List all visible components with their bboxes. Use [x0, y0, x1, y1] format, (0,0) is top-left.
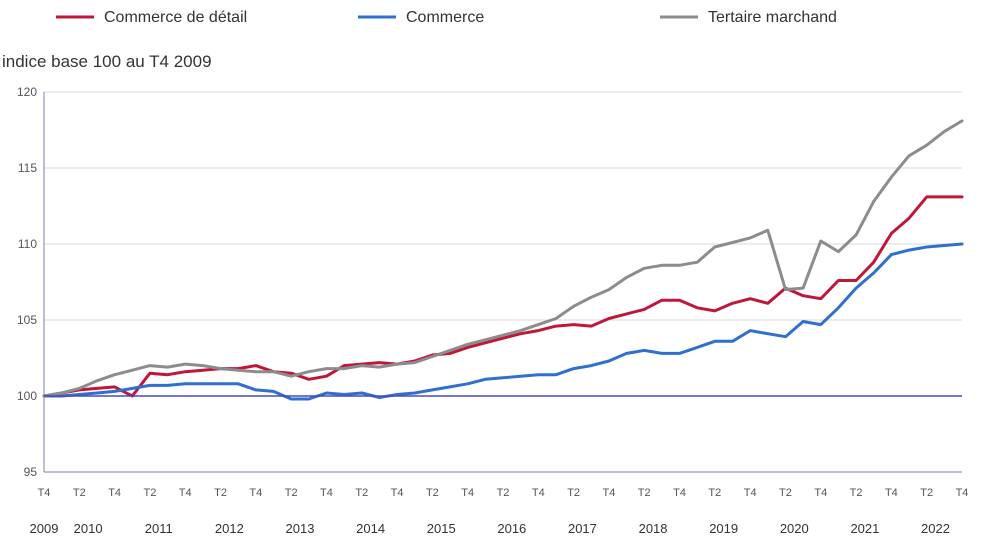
x-tick-label: T4: [532, 487, 545, 499]
legend: Commerce de détail Commerce Tertaire march…: [56, 9, 837, 26]
x-tick-label: T2: [850, 487, 863, 499]
year-label: 2020: [780, 521, 809, 536]
year-label: 2014: [356, 521, 385, 536]
legend-item: Tertaire marchand: [660, 9, 837, 26]
x-tick-label: T2: [497, 487, 510, 499]
legend-label: Commerce: [406, 9, 484, 26]
x-tick-label: T4: [461, 487, 474, 499]
legend-label: Commerce de détail: [104, 9, 247, 26]
y-tick-label: 95: [24, 465, 38, 479]
series-line-commerce-de-d-tail: [42, 195, 964, 398]
y-axis-ticks: 95 100 105 110 115 120: [17, 85, 37, 479]
x-tick-label: T4: [603, 487, 616, 499]
y-tick-label: 120: [17, 85, 37, 99]
y-tick-label: 105: [17, 313, 37, 327]
x-tick-label: T2: [567, 487, 580, 499]
year-label: 2017: [568, 521, 597, 536]
x-tick-label: T4: [885, 487, 898, 499]
x-tick-label: T4: [956, 487, 969, 499]
x-tick-label: T4: [744, 487, 757, 499]
x-tick-label: T4: [673, 487, 686, 499]
x-tick-label: T4: [249, 487, 262, 499]
x-tick-label: T2: [285, 487, 298, 499]
y-tick-label: 110: [18, 237, 37, 251]
x-tick-label: T2: [920, 487, 933, 499]
x-tick-label: T4: [814, 487, 827, 499]
x-tick-label: T2: [779, 487, 792, 499]
x-axis-year-labels: 2009 2010 2011 2012 2013 2014 2015 2016 2017 2018…: [30, 521, 950, 536]
year-label: 2011: [145, 521, 173, 536]
year-label: 2015: [427, 521, 456, 536]
year-label: 2010: [74, 521, 103, 536]
x-tick-label: T2: [426, 487, 439, 499]
series-lines: [42, 119, 964, 401]
x-tick-label: T4: [391, 487, 404, 499]
x-tick-label: T4: [38, 487, 51, 499]
y-tick-label: 100: [17, 389, 37, 403]
year-label: 2013: [286, 521, 315, 536]
year-label: 2009: [30, 521, 59, 536]
year-label: 2018: [639, 521, 668, 536]
year-label: 2012: [215, 521, 244, 536]
x-axis-quarter-ticks: T4 T2 T4 T2 T4 T2 T4 T2 T4 T2 T4 T2 T4 T2 T4 T2 T4 T2 T4 T2…: [38, 487, 969, 499]
x-tick-label: T2: [355, 487, 368, 499]
series-line-commerce: [42, 242, 964, 401]
legend-item: Commerce: [358, 9, 484, 26]
x-tick-label: T2: [73, 487, 86, 499]
y-tick-label: 115: [18, 161, 37, 175]
x-tick-label: T2: [638, 487, 651, 499]
x-tick-label: T4: [108, 487, 121, 499]
series-line-tertaire-marchand: [42, 119, 964, 398]
x-tick-label: T4: [179, 487, 192, 499]
year-label: 2021: [850, 521, 879, 536]
legend-item: Commerce de détail: [56, 9, 247, 26]
year-label: 2022: [921, 521, 950, 536]
x-tick-label: T2: [214, 487, 227, 499]
gridlines: [43, 91, 962, 473]
x-tick-label: T2: [708, 487, 721, 499]
year-label: 2019: [709, 521, 738, 536]
year-label: 2016: [497, 521, 526, 536]
x-tick-label: T2: [144, 487, 157, 499]
y-axis-title: indice base 100 au T4 2009: [2, 52, 212, 71]
legend-label: Tertaire marchand: [708, 9, 837, 26]
x-tick-label: T4: [320, 487, 333, 499]
